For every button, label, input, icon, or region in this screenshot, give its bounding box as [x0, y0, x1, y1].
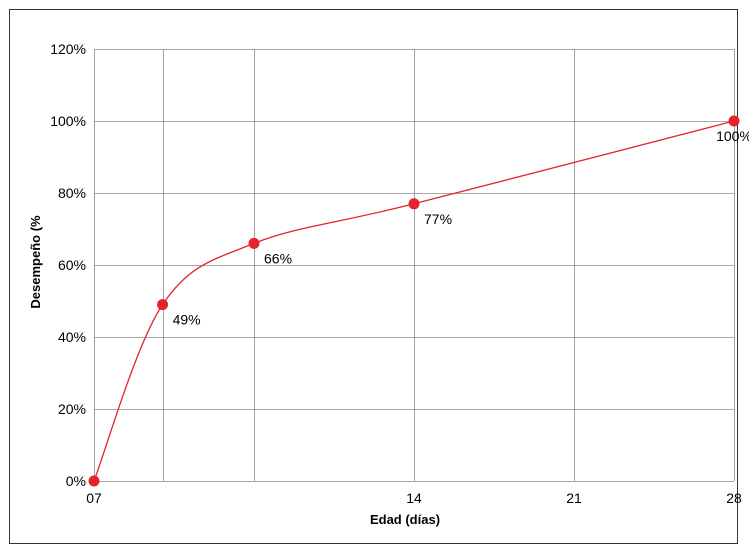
data-marker — [728, 115, 740, 127]
x-axis-title: Edad (días) — [370, 512, 440, 527]
y-tick-label: 60% — [58, 257, 86, 273]
chart-frame — [9, 9, 738, 544]
y-tick-label: 80% — [58, 185, 86, 201]
data-markers — [88, 115, 740, 487]
y-tick-label: 20% — [58, 401, 86, 417]
data-label: 66% — [264, 250, 292, 266]
x-tick-label: 28 — [726, 490, 742, 506]
series-line — [93, 120, 735, 482]
data-label: 100% — [716, 128, 749, 144]
x-tick-labels: 07 14 21 28 — [86, 490, 742, 506]
data-marker — [408, 198, 420, 210]
y-tick-label: 120% — [50, 41, 86, 57]
data-label: 49% — [173, 312, 201, 328]
data-marker — [88, 475, 100, 487]
x-tick-label: 07 — [86, 490, 102, 506]
data-label: 77% — [424, 211, 452, 227]
data-marker — [248, 237, 260, 249]
x-tick-label: 21 — [566, 490, 582, 506]
grid-lines — [94, 49, 735, 482]
data-labels: 49% 66% 77% 100% — [173, 128, 749, 328]
x-tick-label: 14 — [406, 490, 422, 506]
y-tick-labels: 0% 20% 40% 60% 80% 100% 120% — [50, 41, 86, 489]
data-marker — [157, 299, 169, 311]
y-axis-title: Desempeño (% — [28, 215, 43, 309]
y-tick-label: 40% — [58, 329, 86, 345]
y-tick-label: 100% — [50, 113, 86, 129]
y-tick-label: 0% — [66, 473, 86, 489]
